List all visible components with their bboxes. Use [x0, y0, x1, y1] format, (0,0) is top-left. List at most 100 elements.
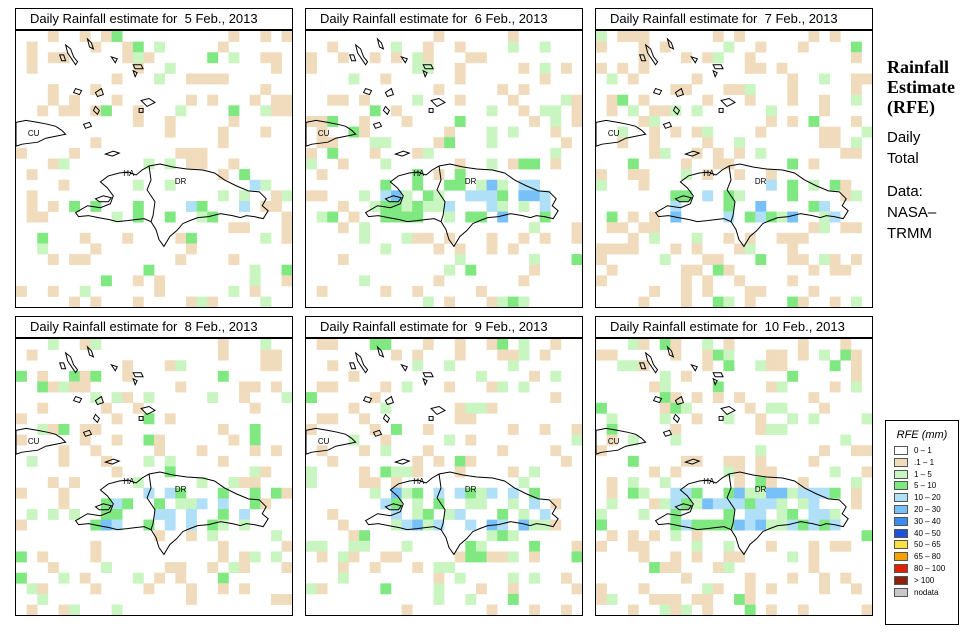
rainfall-cell — [486, 487, 498, 499]
rainfall-cell — [829, 179, 841, 191]
rainfall-cell — [465, 190, 477, 202]
rainfall-cell — [497, 179, 509, 191]
rainfall-cell — [808, 264, 820, 276]
bahamas-island-outline — [132, 377, 138, 386]
legend-label: nodata — [914, 587, 939, 597]
rainfall-cell — [175, 498, 187, 510]
rainfall-cell — [670, 200, 682, 212]
rainfall-cell — [26, 211, 38, 223]
rainfall-cell — [776, 498, 788, 510]
rainfall-cell — [369, 392, 381, 404]
rainfall-cell — [649, 105, 661, 117]
rainfall-cell — [819, 487, 831, 499]
rainfall-cell — [359, 115, 371, 127]
rainfall-cell — [659, 339, 671, 350]
bahamas-island-outline — [372, 429, 383, 437]
rainfall-cell — [755, 126, 767, 138]
rainfall-cell — [649, 222, 661, 234]
rainfall-cell — [390, 487, 402, 499]
rainfall-cell — [444, 381, 456, 393]
rainfall-cell — [765, 105, 777, 117]
rainfall-cell — [132, 41, 144, 53]
rainfall-cell — [723, 349, 735, 361]
rainfall-cell — [454, 158, 466, 170]
rainfall-cell — [465, 434, 477, 446]
rainfall-cell — [529, 540, 541, 552]
rainfall-cell — [638, 487, 650, 499]
rainfall-cell — [596, 31, 607, 42]
rainfall-cell — [649, 232, 661, 244]
rainfall-cell — [486, 137, 498, 149]
rainfall-cell — [154, 508, 166, 520]
rainfall-cell — [306, 158, 317, 170]
rainfall-cell — [154, 434, 166, 446]
bahamas-island-outline — [400, 55, 408, 64]
rainfall-cell — [497, 349, 509, 361]
rainfall-cell — [829, 264, 841, 276]
bahamas-island-outline — [718, 415, 724, 421]
rainfall-cell — [270, 360, 282, 372]
rainfall-cell — [606, 264, 618, 276]
rainfall-cell — [649, 115, 661, 127]
rainfall-cell — [111, 94, 123, 106]
rainfall-cell — [444, 434, 456, 446]
rainfall-cell — [606, 593, 618, 605]
rainfall-cell — [380, 137, 392, 149]
rainfall-cell — [175, 360, 187, 372]
rainfall-cell — [497, 519, 509, 531]
rainfall-cell — [861, 73, 872, 85]
rainfall-cell — [529, 487, 541, 499]
rainfall-cell — [819, 200, 831, 212]
rainfall-cell — [185, 73, 197, 85]
dr-label: DR — [465, 485, 477, 494]
rainfall-cell — [550, 339, 562, 350]
rainfall-cell — [670, 487, 682, 499]
rainfall-cell — [217, 169, 229, 181]
rainfall-cell — [390, 508, 402, 520]
bahamas-island-outline — [652, 395, 663, 404]
rainfall-cell — [111, 413, 123, 425]
rainfall-cell — [850, 583, 862, 595]
bahamas-island-outline — [674, 87, 684, 98]
rainfall-cell — [797, 339, 809, 350]
rainfall-cell — [422, 445, 434, 457]
rainfall-cell — [47, 477, 59, 489]
rainfall-cell — [560, 94, 572, 106]
rainfall-cell — [596, 593, 607, 605]
rainfall-cell — [702, 169, 714, 181]
rainfall-cell — [390, 105, 402, 117]
rainfall-cell — [787, 73, 799, 85]
rainfall-cell — [47, 381, 59, 393]
legend-swatch — [894, 481, 908, 491]
rainfall-cell — [444, 126, 456, 138]
rainfall-cell — [260, 466, 272, 478]
rainfall-cell — [454, 169, 466, 181]
rainfall-cell — [850, 73, 862, 85]
rainfall-cell — [649, 126, 661, 138]
rainfall-cell — [359, 466, 371, 478]
rainfall-cell — [249, 423, 261, 435]
rainfall-cell — [164, 62, 176, 74]
rainfall-cell — [380, 551, 392, 563]
rainfall-cell — [755, 285, 767, 297]
rainfall-cell — [79, 339, 91, 350]
daily-label: Daily — [887, 129, 921, 146]
rainfall-cell — [143, 158, 155, 170]
rainfall-cell — [16, 413, 27, 425]
dr-label: DR — [755, 177, 767, 186]
rainfall-cell — [281, 222, 292, 234]
rainfall-cell — [401, 211, 413, 223]
rainfall-cell — [47, 158, 59, 170]
rainfall-cell — [507, 126, 519, 138]
rainfall-cell — [659, 105, 671, 117]
bahamas-island-outline — [132, 372, 144, 378]
legend-item: 1 – 5 — [886, 469, 958, 481]
rainfall-cell — [412, 285, 424, 297]
rainfall-cell — [649, 137, 661, 149]
rainfall-cell — [638, 583, 650, 595]
rainfall-cell — [691, 105, 703, 117]
rainfall-cell — [175, 381, 187, 393]
dr-label: DR — [175, 177, 187, 186]
rainfall-cell — [850, 115, 862, 127]
rainfall-cell — [744, 285, 756, 297]
